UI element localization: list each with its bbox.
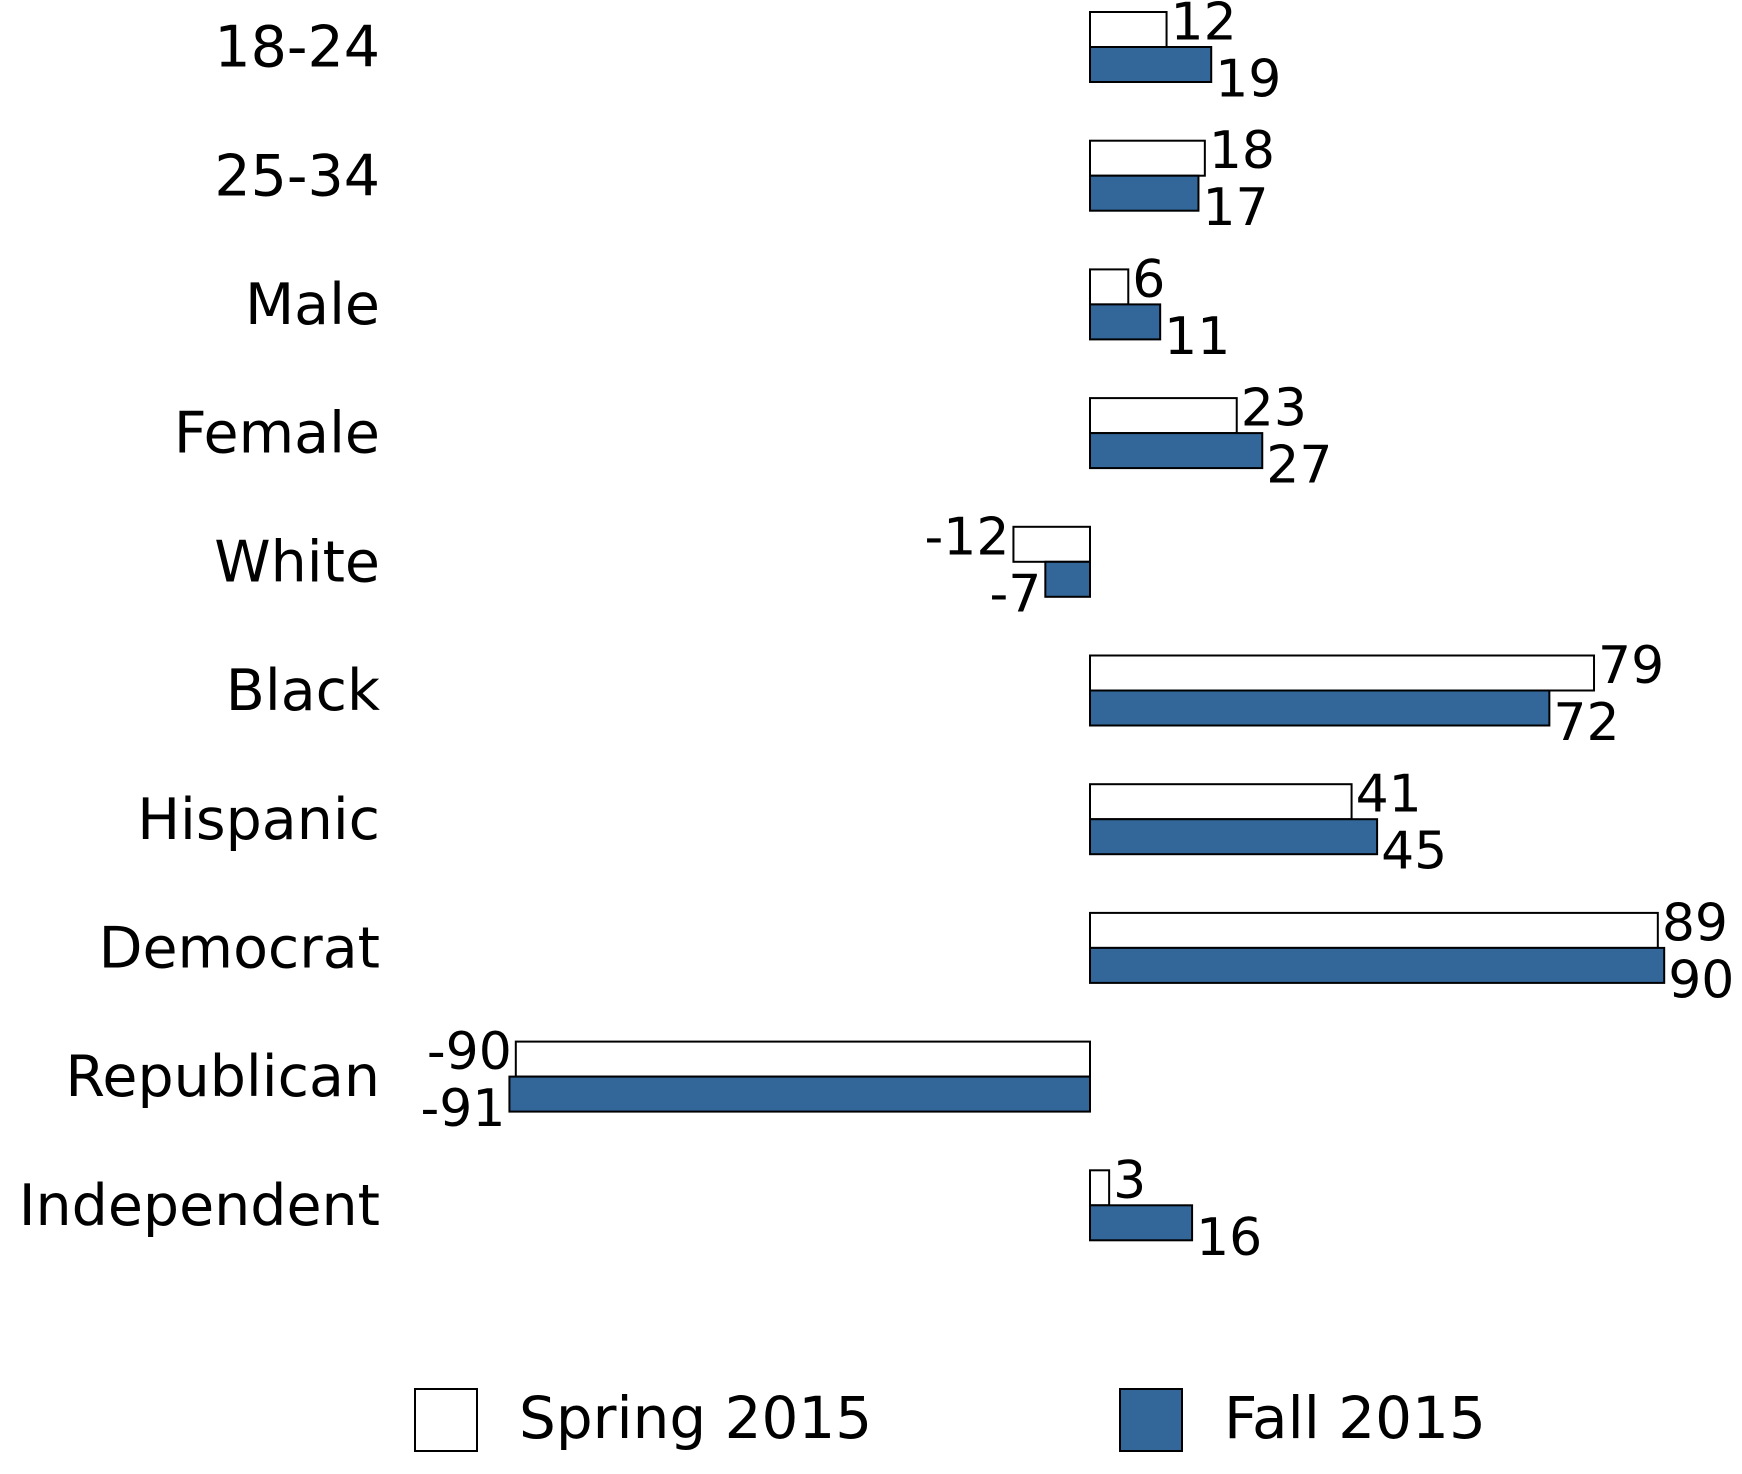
legend-label: Spring 2015 xyxy=(519,1384,872,1452)
category-label: 25-34 xyxy=(214,143,380,209)
value-label: 41 xyxy=(1356,765,1422,825)
value-label: 18 xyxy=(1209,121,1275,181)
bar xyxy=(1089,783,1353,821)
value-label: 79 xyxy=(1598,636,1664,696)
bar xyxy=(1089,946,1666,984)
category-label: Male xyxy=(245,272,380,338)
value-label: 19 xyxy=(1215,50,1281,110)
value-label: 89 xyxy=(1662,893,1728,953)
bar xyxy=(1089,303,1162,341)
bar xyxy=(1089,46,1213,83)
bar xyxy=(1089,1204,1194,1242)
bar xyxy=(1044,560,1091,598)
bar xyxy=(508,1075,1092,1113)
value-label: 17 xyxy=(1202,178,1268,238)
bar xyxy=(1089,432,1264,470)
bar xyxy=(514,1040,1091,1078)
value-label: 45 xyxy=(1381,822,1447,882)
value-label: 90 xyxy=(1668,950,1734,1010)
value-label: 72 xyxy=(1553,693,1619,753)
value-label: -91 xyxy=(420,1079,505,1139)
value-label: 27 xyxy=(1266,436,1332,496)
bar xyxy=(1089,654,1596,692)
bar xyxy=(1089,1169,1111,1207)
bar xyxy=(1089,139,1206,177)
value-label: 3 xyxy=(1113,1151,1146,1211)
category-label: Hispanic xyxy=(137,787,380,853)
legend-swatch xyxy=(1119,1388,1183,1452)
value-label: -7 xyxy=(989,564,1041,624)
bar xyxy=(1089,11,1168,48)
bar xyxy=(1089,268,1130,306)
legend-swatch xyxy=(414,1388,478,1452)
value-label: 11 xyxy=(1164,307,1230,367)
bar xyxy=(1012,525,1091,563)
bar xyxy=(1089,689,1551,727)
bar xyxy=(1089,174,1200,212)
value-label: 12 xyxy=(1171,0,1237,53)
value-label: -12 xyxy=(925,507,1010,567)
category-label: 18-24 xyxy=(214,15,380,81)
category-label: Female xyxy=(174,401,380,467)
category-label: Republican xyxy=(65,1044,380,1110)
category-label: Democrat xyxy=(99,916,380,982)
category-label: Black xyxy=(226,658,380,724)
category-label: Independent xyxy=(19,1173,380,1239)
value-label: 6 xyxy=(1132,250,1165,310)
category-label: White xyxy=(214,529,380,595)
bar xyxy=(1089,818,1379,856)
legend-label: Fall 2015 xyxy=(1224,1384,1486,1452)
value-label: 23 xyxy=(1241,379,1307,439)
value-label: -90 xyxy=(427,1022,512,1082)
bar xyxy=(1089,397,1238,435)
value-label: 16 xyxy=(1196,1208,1262,1268)
bar xyxy=(1089,911,1659,949)
